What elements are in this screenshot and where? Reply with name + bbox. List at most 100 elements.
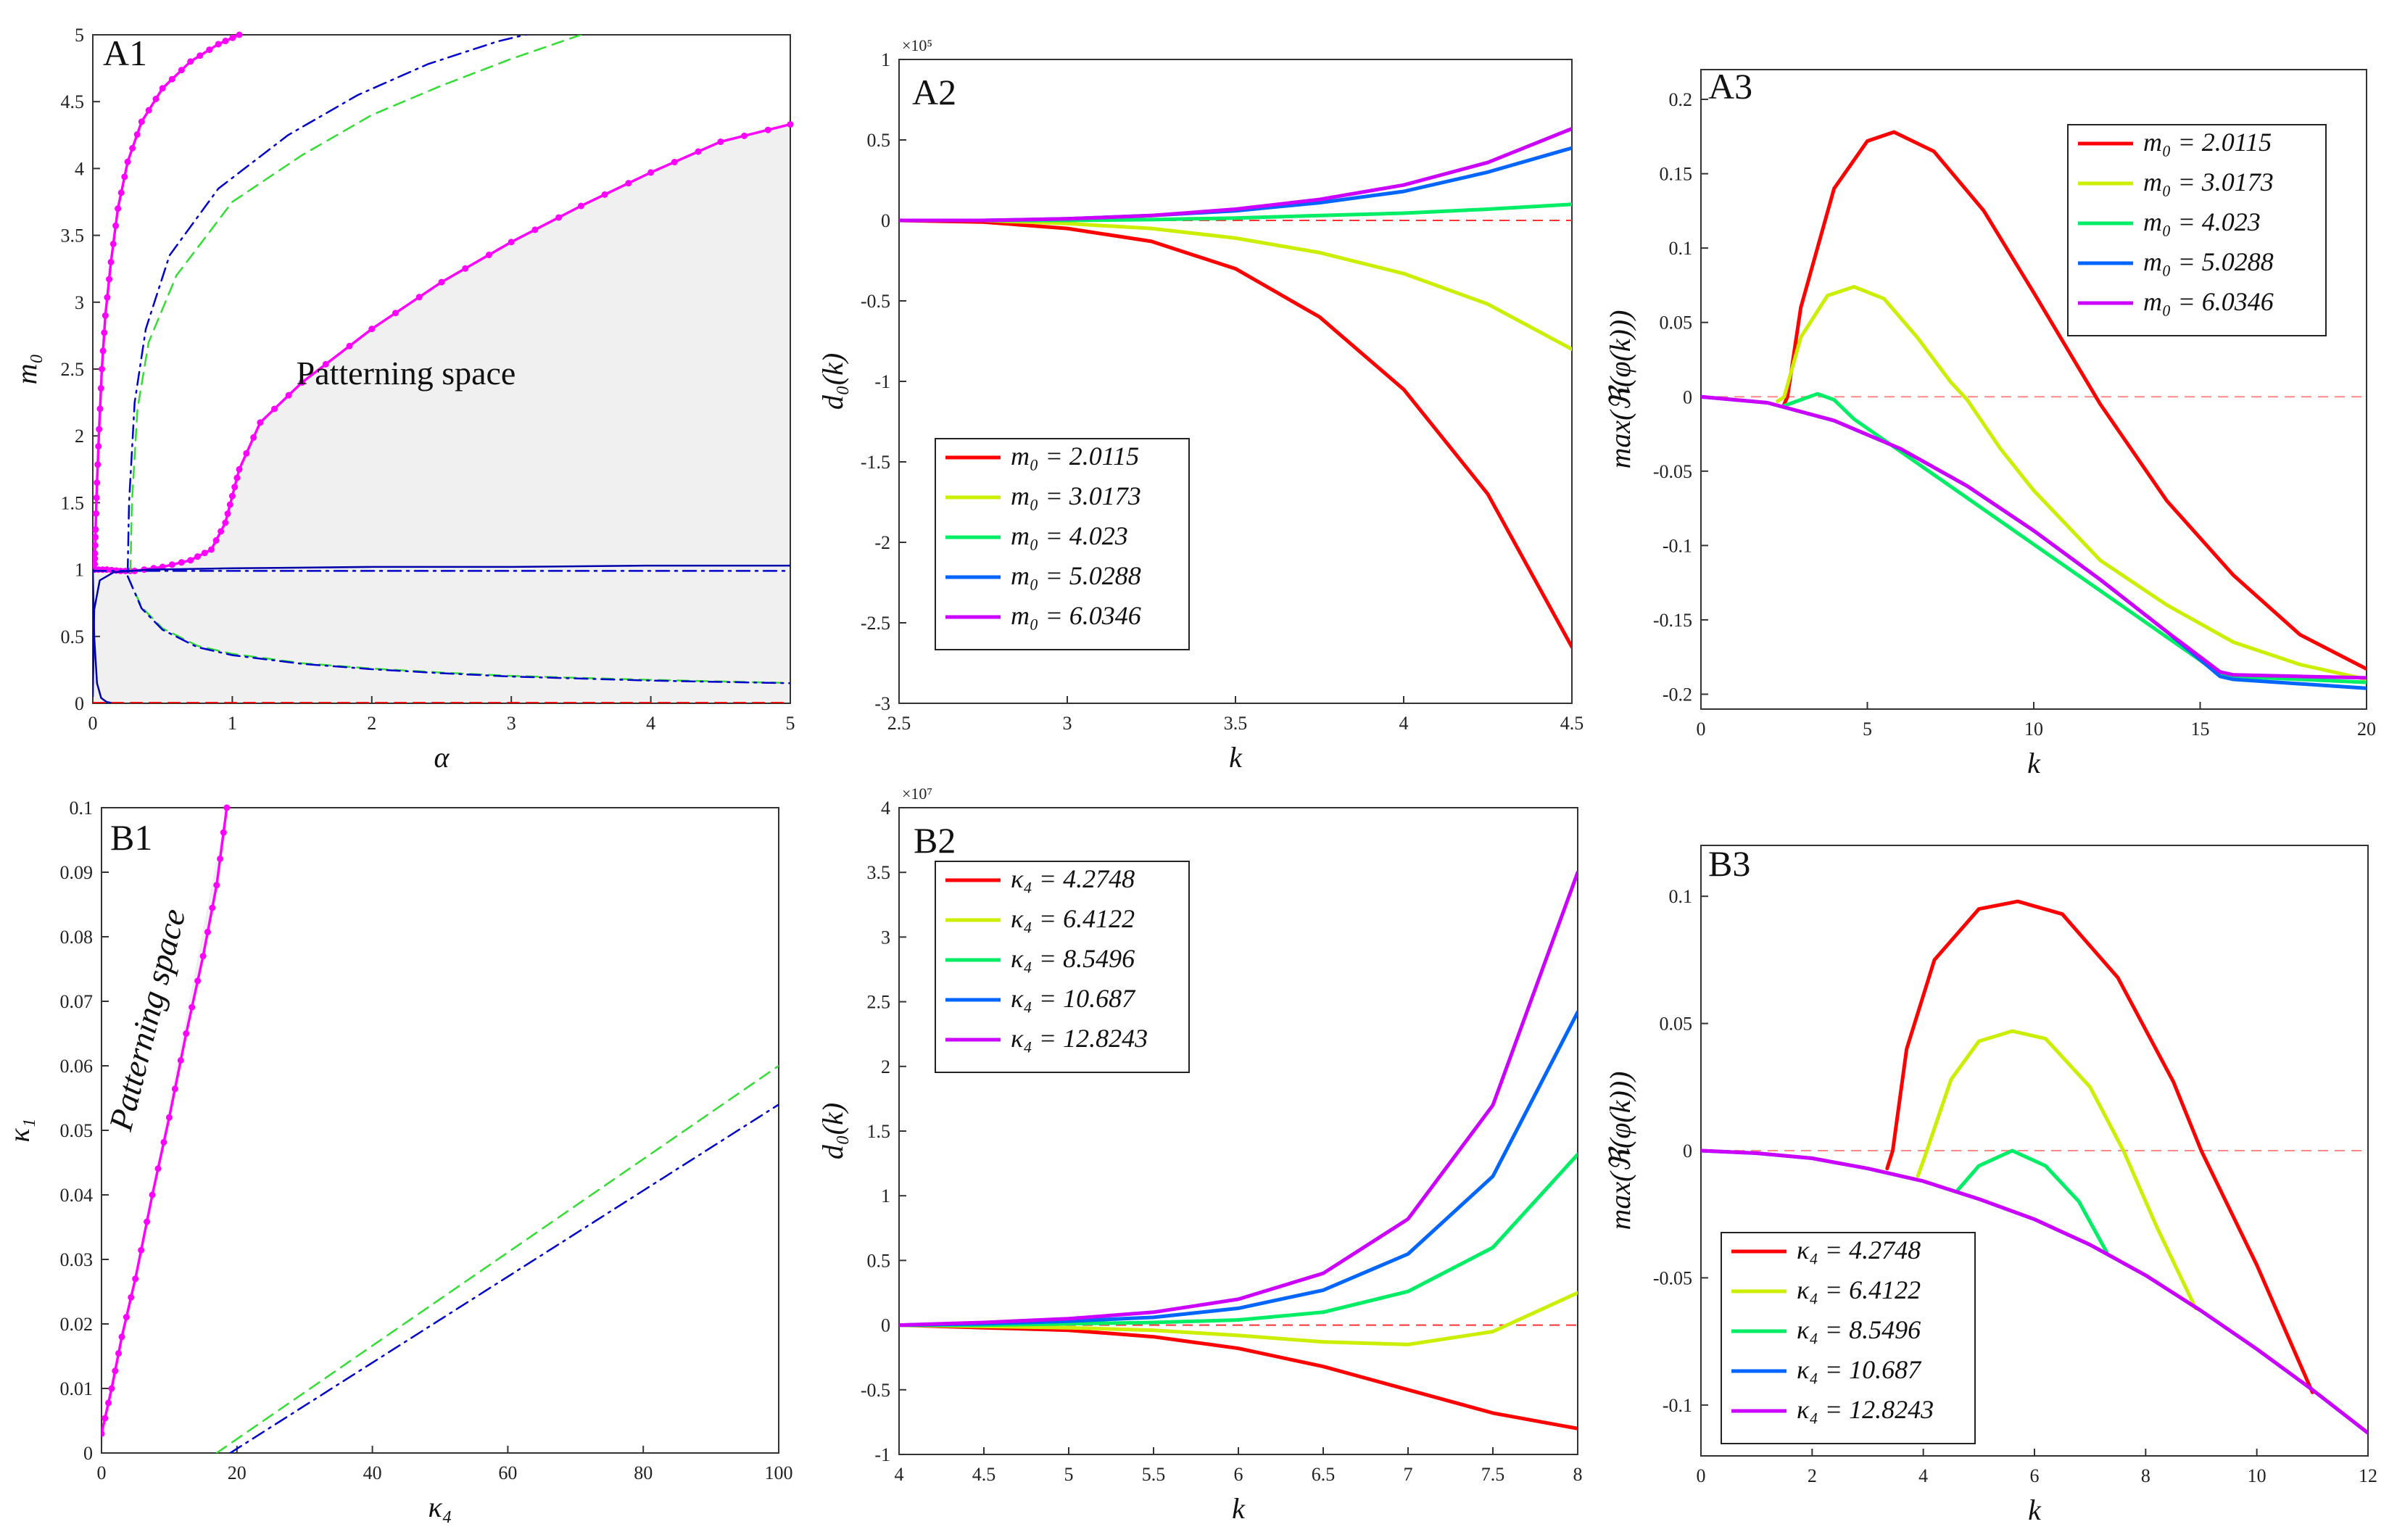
boundary-point-b1 (115, 1350, 123, 1357)
boundary-point-a1 (224, 510, 231, 518)
y-tick-label: -2.5 (861, 613, 890, 634)
y-tick-label: 4 (75, 158, 84, 179)
boundary-point-a1 (93, 534, 99, 541)
legend-entry: κ₄ = 10.687 (1011, 984, 1136, 1013)
y-tick-label: 3 (881, 927, 890, 948)
x-tick-label: 4 (1399, 713, 1409, 734)
boundary-point-b1 (123, 1314, 130, 1321)
y-tick-label: 0.05 (1660, 1014, 1693, 1035)
boundary-point-a1 (226, 501, 233, 508)
legend-entry: m₀ = 5.0288 (1011, 561, 1141, 590)
y-axis-label: max(ℜ(φ(k))) (1604, 1071, 1636, 1230)
boundary-point-a1 (462, 265, 469, 272)
boundary-point-a1 (97, 385, 104, 392)
y-tick-label: -1 (874, 1444, 890, 1465)
boundary-point-a1 (212, 537, 220, 544)
series-line-a1-8 (93, 568, 115, 703)
y-tick-label: 0 (881, 210, 890, 231)
series-line-a1-4 (126, 575, 790, 684)
x-tick-label: 2 (1808, 1465, 1817, 1486)
x-tick-label: 40 (363, 1462, 382, 1483)
boundary-point-a1 (93, 560, 99, 568)
boundary-point-a1 (257, 419, 264, 426)
y-exponent-label: ×10⁵ (902, 36, 932, 54)
patterning-space-label: Patterning space (102, 905, 192, 1135)
y-tick-label: 0.5 (867, 1250, 891, 1271)
boundary-point-a1 (93, 542, 99, 549)
x-tick-label: 0 (88, 713, 98, 734)
legend-entry: m₀ = 4.023 (1011, 521, 1128, 550)
series-line-a3-1 (1776, 285, 2367, 682)
series-line-b1-0 (102, 808, 228, 1436)
series-line-a1-3 (126, 35, 529, 574)
patterning-space-label: Patterning space (297, 355, 516, 392)
y-tick-label: 2 (881, 1056, 890, 1077)
boundary-point-a1 (106, 276, 113, 283)
y-tick-label: -0.5 (861, 1380, 890, 1401)
boundary-point-a1 (208, 546, 215, 553)
x-tick-label: 3 (507, 713, 516, 734)
y-tick-label: 1 (881, 1185, 890, 1206)
series-line-b3-0 (1885, 899, 2314, 1394)
boundary-point-a1 (168, 561, 175, 568)
boundary-point-a1 (159, 85, 166, 92)
y-tick-label: 0.1 (70, 798, 94, 819)
y-tick-label: -0.2 (1663, 684, 1692, 705)
boundary-point-a1 (368, 326, 376, 333)
x-tick-label: 6 (2030, 1465, 2040, 1486)
y-tick-label: 2.5 (867, 992, 891, 1013)
legend-entry: m₀ = 3.0173 (2143, 167, 2274, 196)
x-tick-label: 15 (2191, 719, 2210, 740)
boundary-point-a1 (415, 294, 423, 301)
series-line-b1-1 (215, 1064, 779, 1453)
x-axis-label: α (434, 741, 450, 774)
legend-entry: κ₄ = 6.4122 (1797, 1275, 1921, 1304)
legend-entry: m₀ = 6.0346 (2143, 287, 2274, 316)
y-tick-label: 0.05 (1660, 312, 1693, 334)
x-tick-label: 6.5 (1312, 1464, 1336, 1485)
y-exponent-label: ×10⁷ (902, 785, 932, 803)
boundary-point-a1 (101, 329, 108, 336)
series-line-a1-5 (126, 575, 790, 684)
legend-entry: κ₄ = 4.2748 (1011, 864, 1135, 893)
x-tick-label: 10 (2248, 1465, 2266, 1486)
y-tick-label: 2.5 (61, 359, 85, 380)
legend-entry: m₀ = 2.0115 (2143, 128, 2272, 157)
boundary-point-b1 (177, 1057, 184, 1064)
y-tick-label: 0 (83, 1443, 93, 1464)
x-tick-label: 0 (97, 1462, 107, 1483)
axes-frame-b1 (101, 807, 779, 1454)
x-tick-label: 5.5 (1142, 1464, 1166, 1485)
boundary-point-a1 (577, 202, 584, 210)
legend-box (935, 861, 1190, 1073)
boundary-point-a1 (717, 138, 724, 146)
boundary-point-a1 (93, 494, 100, 501)
x-tick-label: 0 (1697, 719, 1706, 740)
legend-entry: κ₄ = 6.4122 (1011, 904, 1135, 933)
series-line-b3-2 (1955, 1148, 2109, 1254)
panel-a3: 0 5 10 15 20 -0.2 -0.15 -0.1 -0.05 0 0.05 0.1 0.15 0.… (1604, 66, 2376, 779)
x-tick-label: 6 (1234, 1464, 1243, 1485)
y-tick-label: -0.5 (861, 291, 890, 312)
series-line-a2-1 (899, 218, 1572, 352)
x-tick-label: 2.5 (887, 713, 911, 734)
panel-label: B3 (1708, 843, 1750, 884)
b1-patterning-region (102, 808, 227, 1453)
boundary-point-a1 (392, 310, 400, 317)
boundary-point-a1 (93, 510, 100, 517)
legend-a2: m₀ = 2.0115 m₀ = 3.0173 m₀ = 4.023 m₀ = 5.0… (935, 438, 1190, 650)
a1-patterning-region-lower (93, 569, 233, 703)
boundary-point-a1 (168, 75, 175, 83)
boundary-point-a1 (222, 519, 229, 526)
boundary-point-a1 (96, 405, 104, 413)
legend-entry: m₀ = 5.0288 (2143, 247, 2274, 276)
boundary-point-a1 (625, 180, 632, 187)
series-line-a1-6 (93, 564, 790, 698)
panel-label: A3 (1708, 66, 1752, 107)
boundary-point-b1 (204, 928, 211, 935)
legend-entry: κ₄ = 10.687 (1797, 1355, 1922, 1384)
boundary-point-b1 (144, 1218, 151, 1225)
y-axis-label: max(ℜ(φ(k))) (1604, 310, 1636, 468)
boundary-point-b1 (105, 1399, 112, 1407)
